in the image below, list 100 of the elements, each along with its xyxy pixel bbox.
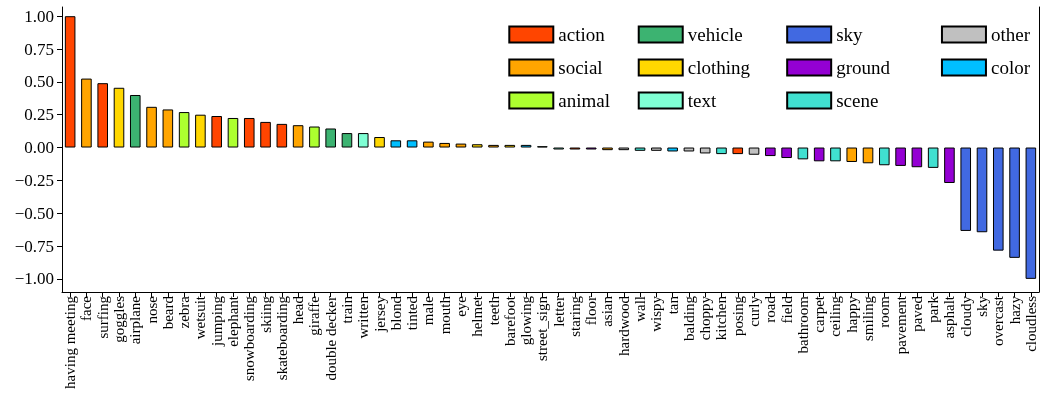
- bar: [683, 147, 695, 152]
- x-tick-label: cloudless: [1022, 295, 1039, 352]
- bar: [1025, 147, 1037, 279]
- bar: [667, 147, 678, 152]
- x-tick-label: nose: [143, 295, 160, 324]
- x-tick-label: blond: [387, 295, 404, 331]
- bar: [276, 123, 288, 148]
- x-tick-label: floor: [583, 296, 600, 326]
- bar: [439, 142, 450, 148]
- bar: [879, 147, 890, 166]
- legend-label: scene: [836, 90, 879, 111]
- x-tick-label: male: [420, 295, 437, 326]
- x-tick-label: airplane: [127, 295, 144, 345]
- x-tick-label: beard: [159, 295, 176, 330]
- x-tick-label: helmet: [469, 295, 486, 337]
- x-tick-label: balding: [680, 295, 697, 341]
- y-tick-label: 1.00: [24, 6, 54, 26]
- x-tick-label: staring: [566, 295, 583, 337]
- bar: [406, 140, 418, 148]
- x-tick-label: jumping: [208, 295, 225, 348]
- x-tick-label: skateboarding: [273, 295, 290, 381]
- bar: [813, 147, 825, 162]
- bar: [129, 95, 141, 148]
- x-tick-label: snowboarding: [241, 295, 258, 381]
- x-tick-label: curly: [746, 295, 763, 327]
- x-tick-label: smiling: [860, 295, 877, 342]
- bar: [634, 147, 646, 151]
- x-tick-label: having meeting: [62, 295, 79, 389]
- x-tick-label: skiing: [257, 295, 274, 333]
- bar: [781, 147, 792, 159]
- bar: [455, 143, 467, 148]
- x-tick-label: goggles: [110, 295, 127, 343]
- x-tick-label: choppy: [697, 295, 714, 341]
- legend-label: ground: [836, 57, 891, 78]
- x-tick-label: carpet: [811, 295, 828, 333]
- bar: [390, 140, 402, 148]
- bar: [113, 87, 125, 148]
- x-tick-label: pavement: [892, 295, 909, 355]
- legend-label: text: [687, 90, 717, 111]
- bar: [1009, 147, 1020, 258]
- x-tick-label: street_sign: [534, 295, 551, 361]
- bar: [341, 133, 353, 148]
- x-tick-label: room: [876, 295, 893, 328]
- legend-label: action: [558, 24, 606, 45]
- bar: [227, 117, 239, 148]
- x-tick-label: happy: [843, 295, 860, 333]
- bar: [927, 147, 939, 168]
- bar: [195, 114, 206, 148]
- bar: [651, 147, 662, 151]
- bar: [976, 147, 988, 233]
- x-tick-label: kitchen: [713, 295, 730, 341]
- x-tick-label: double decker: [322, 296, 339, 381]
- bar: [64, 16, 76, 148]
- x-tick-label: letter: [550, 296, 567, 327]
- y-tick-label: −0.25: [14, 170, 54, 190]
- bar: [944, 147, 955, 183]
- x-tick-label: zebra: [176, 295, 193, 329]
- bar: [81, 78, 92, 148]
- x-tick-label: face: [78, 295, 95, 321]
- legend-label: animal: [558, 90, 610, 111]
- bar: [960, 147, 972, 231]
- x-tick-label: wispy: [648, 295, 665, 332]
- x-tick-label: park: [925, 295, 942, 323]
- y-tick-label: −0.75: [14, 236, 54, 256]
- x-tick-label: road: [762, 295, 779, 323]
- bar: [797, 147, 809, 160]
- x-tick-label: posing: [729, 295, 746, 337]
- x-tick-label: giraffe: [306, 295, 323, 336]
- x-tick-label: paved: [908, 295, 925, 332]
- bar: [325, 128, 336, 148]
- x-tick-label: cloudy: [957, 295, 974, 337]
- x-tick-label: head: [290, 295, 307, 325]
- bar: [97, 83, 108, 148]
- bar: [716, 147, 727, 155]
- bar: [765, 147, 776, 157]
- bar: [423, 141, 434, 148]
- x-tick-label: asian: [599, 295, 616, 327]
- bar: [748, 147, 760, 155]
- y-tick-label: 0.50: [24, 72, 54, 92]
- x-tick-label: wetsuit: [192, 295, 209, 340]
- x-tick-label: field: [778, 295, 795, 324]
- bar: [830, 147, 841, 162]
- x-tick-label: overcast: [990, 295, 1007, 346]
- bar: [243, 117, 255, 148]
- bar: [260, 121, 271, 148]
- bar: [292, 125, 304, 148]
- x-tick-label: mouth: [436, 295, 453, 335]
- bar: [699, 147, 711, 154]
- y-tick-label: −0.50: [14, 203, 54, 223]
- bar: [357, 133, 369, 148]
- x-tick-label: hazy: [1006, 295, 1023, 325]
- x-tick-label: tan: [664, 295, 681, 315]
- bar: [309, 126, 320, 148]
- bar: [471, 144, 483, 148]
- y-tick-label: 0.25: [24, 105, 54, 125]
- x-tick-label: hardwood: [615, 295, 632, 356]
- legend-label: social: [558, 57, 603, 78]
- x-tick-label: jersey: [371, 295, 388, 333]
- legend-label: clothing: [687, 57, 751, 78]
- legend-label: color: [990, 57, 1031, 78]
